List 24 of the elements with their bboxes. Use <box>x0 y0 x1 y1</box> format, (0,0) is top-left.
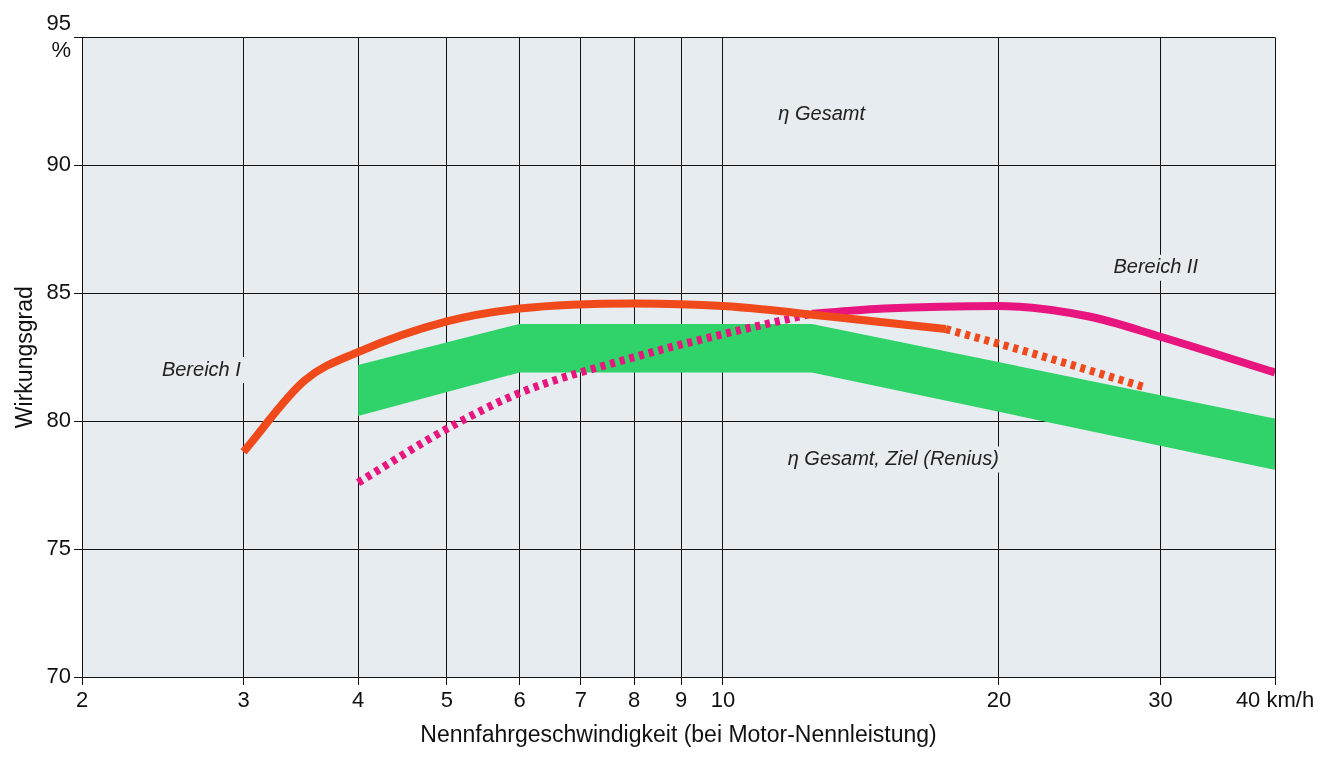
annotation: η Gesamt <box>778 101 867 124</box>
annotation: Bereich II <box>1113 255 1199 278</box>
y-tick-label: 80 <box>46 407 72 433</box>
x-tick-label: 7 <box>574 687 588 713</box>
y-tick-label: 70 <box>46 663 72 689</box>
x-tick-label: 30 <box>1148 687 1173 713</box>
x-tick-label: 5 <box>440 687 454 713</box>
x-tick-label: 4 <box>351 687 365 713</box>
x-tick-label: 2 <box>75 687 89 713</box>
x-axis-title: Nennfahrgeschwindigkeit (bei Motor-Nennleistung) <box>420 720 937 747</box>
x-tick-label: 6 <box>513 687 526 713</box>
x-tick-label: 20 <box>986 687 1012 713</box>
y-tick-label: 95 % <box>46 10 72 62</box>
x-tick-label: 9 <box>674 687 688 713</box>
x-tick-label: 40 km/h <box>1235 687 1315 713</box>
x-tick-label: 3 <box>237 687 250 713</box>
x-tick-label: 10 <box>710 687 736 713</box>
y-tick-label: 90 <box>46 151 72 177</box>
annotation: Bereich I <box>161 357 242 380</box>
annotation: η Gesamt, Ziel (Renius) <box>787 447 999 470</box>
y-axis-title: Wirkungsgrad <box>11 286 38 429</box>
y-tick-label: 85 <box>46 279 72 305</box>
x-tick-label: 8 <box>627 687 641 713</box>
y-tick-label: 75 <box>46 535 72 561</box>
